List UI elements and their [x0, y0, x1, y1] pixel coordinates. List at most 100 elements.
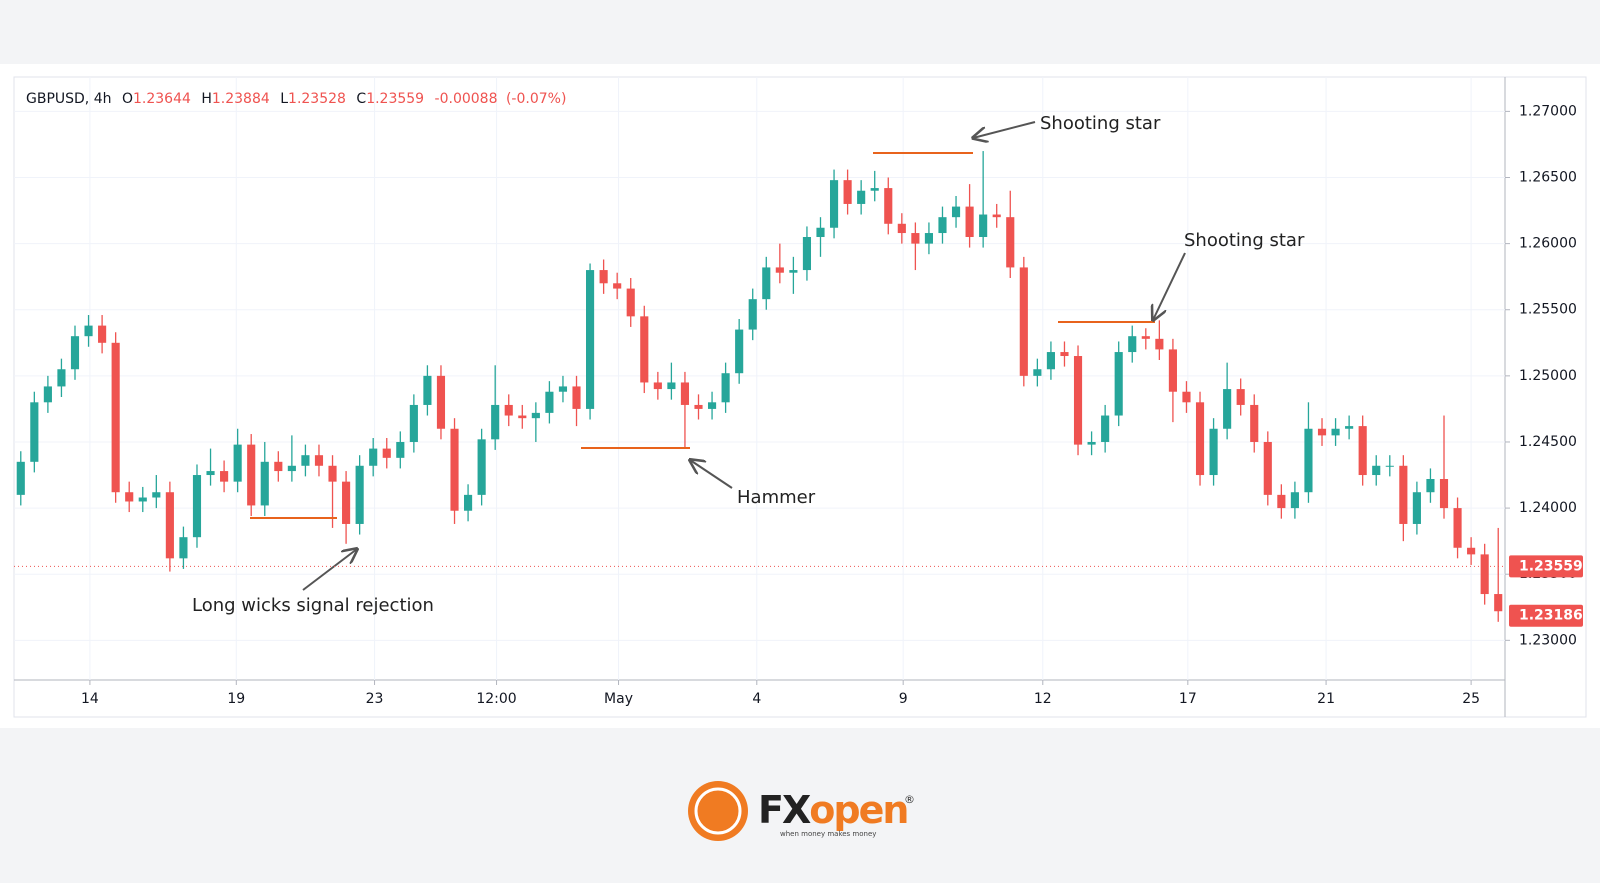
symbol: GBPUSD, 4h	[26, 91, 112, 107]
change-pct: (-0.07%)	[506, 91, 566, 107]
candle-body	[1209, 428, 1218, 476]
y-tick-label: 1.24000	[1519, 500, 1577, 516]
chart-header: GBPUSD, 4h O1.23644 H1.23884 L1.23528 C1…	[26, 91, 566, 107]
annotation: Shooting star	[1184, 230, 1305, 251]
close-value: 1.23559	[366, 91, 424, 107]
candle-body	[951, 206, 961, 218]
candle-body	[599, 270, 608, 284]
logo-registered: ®	[904, 793, 915, 806]
x-tick-label: 23	[366, 691, 384, 707]
candle-body	[111, 342, 120, 493]
candle-body	[1331, 428, 1340, 436]
arrow	[973, 121, 1036, 138]
candle-body	[1467, 547, 1476, 555]
candle-body	[369, 448, 378, 466]
candle-body	[802, 237, 812, 271]
candle-body	[491, 404, 500, 440]
y-tick-label: 1.27000	[1519, 103, 1577, 119]
candle-body	[1317, 428, 1327, 436]
candle-body	[1114, 352, 1123, 416]
y-tick-label: 1.26500	[1519, 170, 1577, 186]
arrow	[1153, 252, 1186, 320]
candle-body	[138, 497, 147, 502]
high-label: H	[201, 91, 212, 107]
x-tick-label: 19	[227, 691, 245, 707]
arrow	[690, 460, 733, 489]
candle-body	[721, 373, 730, 403]
candle-body	[233, 444, 242, 482]
x-tick-label: 12	[1034, 691, 1052, 707]
candle-body	[301, 455, 310, 466]
candle-body	[531, 412, 540, 419]
candle-body	[1345, 426, 1354, 429]
y-tick-label: 1.23000	[1519, 632, 1577, 648]
candle-body	[314, 455, 324, 466]
candle-body	[1399, 465, 1408, 524]
x-tick-label: 25	[1462, 691, 1480, 707]
candle-body	[1426, 479, 1435, 493]
candle-body	[653, 382, 662, 390]
x-tick-label: 9	[899, 691, 908, 707]
candles	[16, 151, 1503, 622]
annotations	[250, 121, 1186, 591]
candle-body	[1073, 356, 1083, 445]
candle-body	[125, 492, 134, 502]
candle-body	[1223, 389, 1232, 429]
x-tick-label: 14	[81, 691, 99, 707]
candle-body	[870, 188, 879, 191]
candle-body	[1385, 465, 1394, 467]
candle-body	[192, 475, 202, 538]
candle-body	[694, 404, 703, 409]
candle-body	[707, 402, 717, 409]
candle-body	[965, 206, 974, 238]
candle-body	[667, 382, 676, 390]
candle-body	[1182, 391, 1191, 403]
candle-body	[57, 369, 66, 387]
candle-body	[586, 270, 595, 409]
candle-body	[1087, 441, 1096, 445]
candle-body	[1304, 428, 1313, 493]
candle-body	[1060, 352, 1069, 357]
candle-body	[504, 404, 513, 416]
chart-frame	[13, 76, 1587, 718]
candle-body	[1439, 479, 1449, 509]
price-tag	[1509, 555, 1583, 578]
candle-body	[1128, 336, 1137, 353]
candle-body	[1358, 426, 1367, 476]
candle-body	[450, 428, 459, 511]
candle-body	[518, 415, 527, 419]
candle-body	[287, 465, 296, 472]
logo-icon-ring	[694, 787, 742, 835]
candle-body	[992, 214, 1001, 218]
candle-body	[355, 465, 364, 524]
candle-body	[464, 494, 473, 511]
price-tag-label: 1.23559	[1519, 558, 1583, 574]
logo-fx: FX	[758, 788, 811, 832]
price-tag	[1509, 604, 1583, 627]
candle-body	[477, 439, 486, 495]
candle-body	[857, 190, 866, 204]
logo-text: FXopen	[758, 788, 907, 832]
close-label: C	[356, 91, 366, 107]
candle-body	[1019, 267, 1028, 376]
candle-body	[328, 465, 337, 482]
chart-panel	[0, 64, 1600, 728]
candle-body	[884, 188, 893, 224]
x-tick-label: 17	[1179, 691, 1197, 707]
candle-body	[816, 227, 825, 238]
candle-body	[1250, 404, 1259, 442]
candle-body	[1195, 402, 1205, 476]
candle-body	[206, 471, 215, 476]
x-tick-label: May	[604, 691, 633, 707]
candle-body	[640, 316, 649, 383]
candle-body	[572, 386, 581, 409]
candle-body	[762, 267, 771, 300]
annotation: Hammer	[737, 487, 816, 508]
candle-body	[1263, 441, 1272, 495]
candle-body	[1168, 349, 1177, 392]
annotation: Shooting star	[1040, 113, 1161, 134]
low-value: 1.23528	[288, 91, 346, 107]
logo-tagline: when money makes money	[780, 830, 876, 838]
candle-body	[735, 329, 744, 374]
